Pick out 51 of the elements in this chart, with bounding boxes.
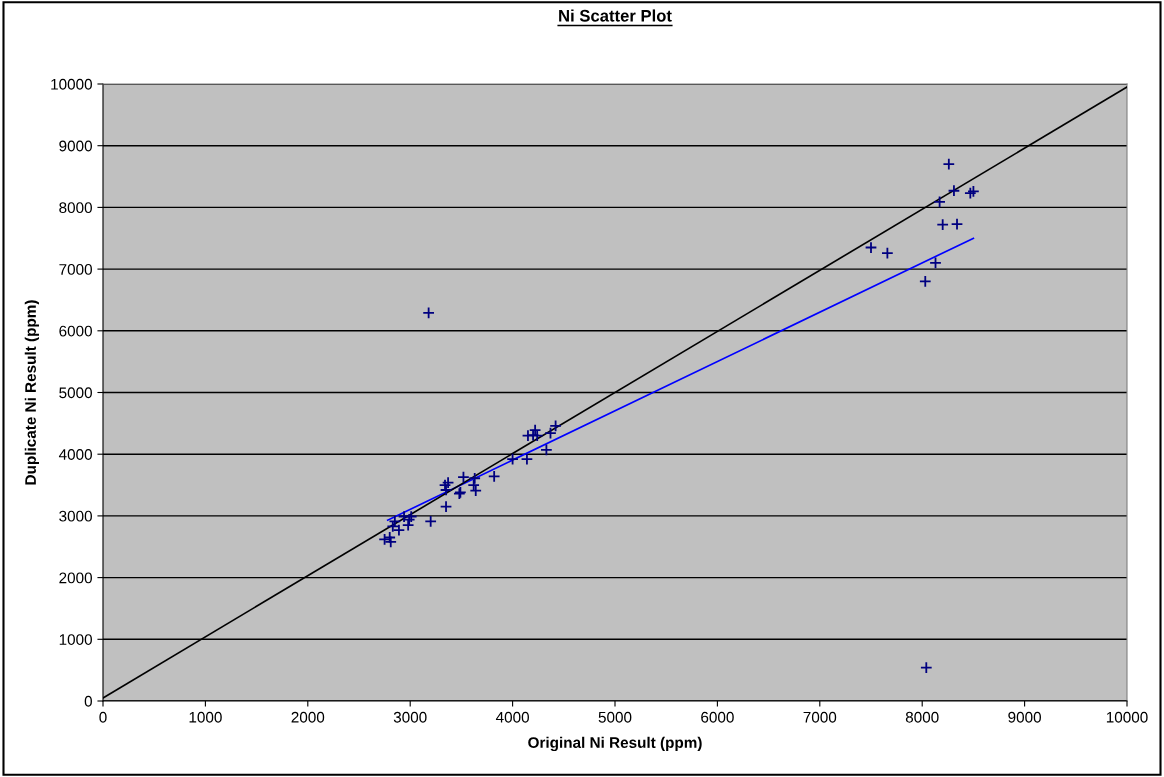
x-tick-label: 10000 [1106, 711, 1148, 723]
y-tick-label: 5000 [59, 387, 92, 399]
x-tick-label: 4000 [495, 711, 529, 723]
point [864, 241, 878, 254]
y-tick-label: 4000 [58, 449, 92, 460]
y-tick-label: 9000 [59, 140, 92, 152]
y-tick-label: 1000 [59, 634, 92, 645]
x-tick-label: 8000 [905, 711, 939, 723]
y-tick-label: 7000 [59, 263, 92, 275]
point [540, 443, 553, 457]
point [439, 483, 453, 497]
point [530, 429, 544, 442]
point [467, 478, 480, 492]
point [422, 306, 435, 320]
x-tick-label: 3000 [393, 711, 427, 723]
point [929, 256, 942, 270]
point [392, 523, 406, 537]
point [401, 518, 415, 532]
point [942, 157, 956, 171]
point [918, 275, 932, 288]
point [384, 535, 398, 549]
point [457, 470, 470, 484]
point [469, 484, 483, 497]
point [468, 471, 481, 485]
y-tick-label: 3000 [59, 510, 92, 522]
point [950, 217, 964, 231]
point [933, 195, 946, 209]
y-tick-label: 8000 [59, 202, 92, 214]
chart-title: Ni Scatter Plot [559, 9, 672, 22]
point [920, 661, 933, 674]
x-tick-label: 5000 [598, 711, 632, 723]
point [947, 184, 961, 198]
y-tick-label: 10000 [51, 78, 92, 90]
point [424, 515, 437, 528]
y-tick-label: 6000 [59, 325, 92, 337]
point [506, 452, 519, 466]
y-tick-label: 0 [84, 695, 92, 707]
x-tick-label: 1000 [189, 711, 222, 723]
point [520, 452, 534, 466]
x-tick-label: 9000 [1008, 711, 1041, 723]
x-axis-title: Original Ni Result (ppm) [528, 736, 702, 752]
y-tick-label: 2000 [59, 572, 92, 584]
x-tick-label: 7000 [803, 711, 837, 723]
point [439, 500, 453, 513]
x-tick-label: 2000 [291, 711, 325, 723]
point [936, 218, 949, 231]
point [487, 470, 501, 483]
x-tick-label: 0 [99, 711, 107, 723]
point [881, 246, 894, 260]
x-tick-label: 6000 [701, 711, 734, 723]
y-axis-title: Duplicate Ni Result (ppm) [24, 300, 39, 485]
